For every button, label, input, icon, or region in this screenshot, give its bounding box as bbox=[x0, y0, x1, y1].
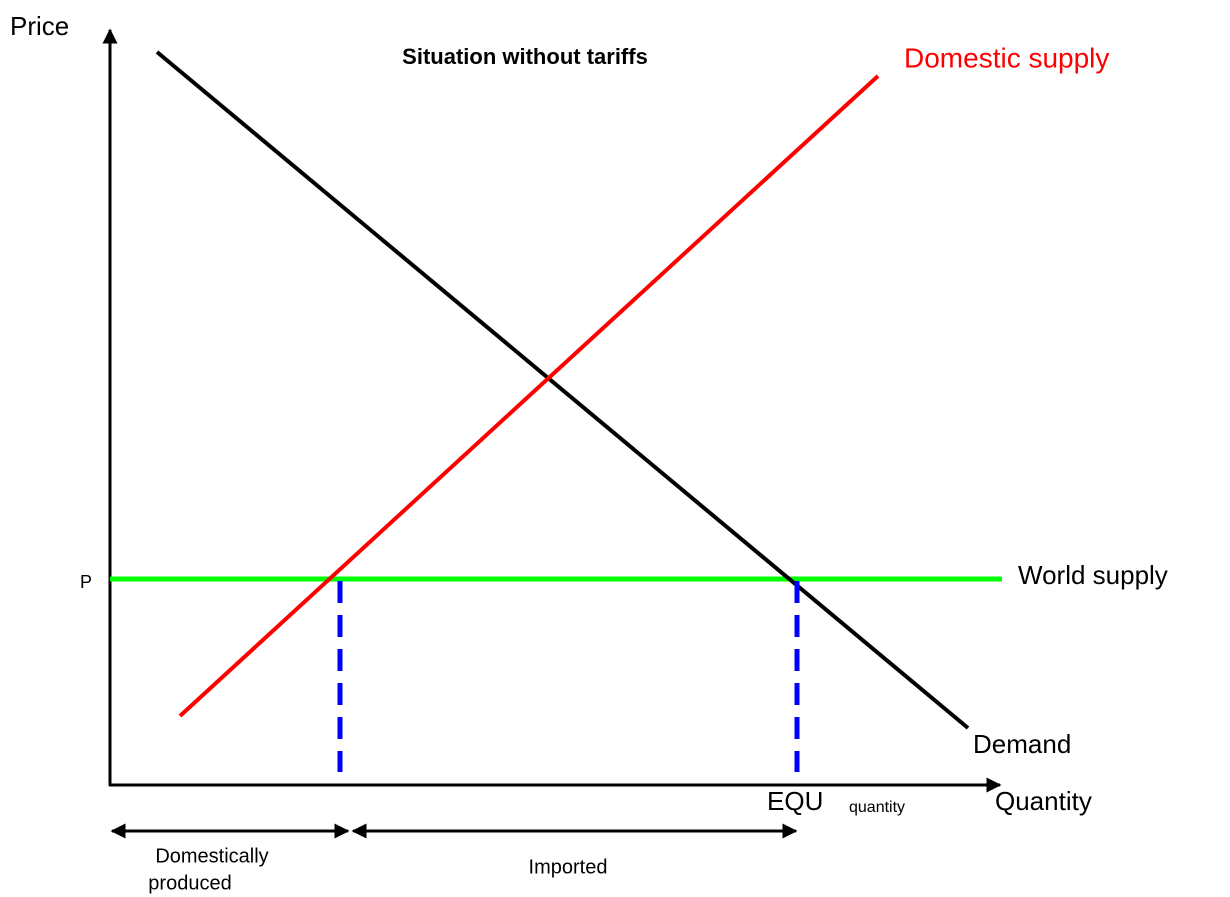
x-axis-label: Quantity bbox=[995, 786, 1092, 816]
domestic-supply-line bbox=[178, 74, 880, 718]
range-label: Imported bbox=[529, 856, 608, 878]
quantity-marker: EQU bbox=[767, 786, 823, 816]
curve-label: Demand bbox=[973, 729, 1071, 759]
curve-label: World supply bbox=[1018, 560, 1168, 590]
demand-line bbox=[155, 50, 970, 730]
range-label: produced bbox=[148, 872, 231, 894]
price-marker: P bbox=[80, 572, 92, 592]
curve-label: Domestic supply bbox=[904, 42, 1109, 73]
y-axis-label: Price bbox=[10, 11, 69, 41]
quantity-marker-sub: quantity bbox=[849, 799, 905, 816]
title: Situation without tariffs bbox=[402, 44, 648, 69]
range-label: Domestically bbox=[155, 845, 268, 867]
